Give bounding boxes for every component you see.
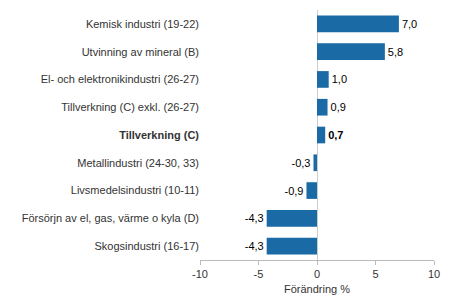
svg-text:-10: -10	[192, 268, 208, 280]
svg-text:0: 0	[314, 268, 320, 280]
svg-text:5,8: 5,8	[388, 46, 403, 58]
svg-text:Metallindustri (24-30, 33): Metallindustri (24-30, 33)	[77, 157, 199, 169]
svg-text:1,0: 1,0	[332, 73, 347, 85]
svg-text:0,7: 0,7	[328, 129, 343, 141]
svg-text:10: 10	[428, 268, 440, 280]
svg-text:-5: -5	[254, 268, 264, 280]
svg-text:7,0: 7,0	[402, 18, 417, 30]
svg-text:Kemisk industri (19-22): Kemisk industri (19-22)	[86, 18, 199, 30]
svg-text:-0,3: -0,3	[292, 157, 311, 169]
svg-text:Tillverkning (C) exkl. (26-27): Tillverkning (C) exkl. (26-27)	[61, 101, 199, 113]
svg-text:Skogsindustri (16-17): Skogsindustri (16-17)	[94, 240, 199, 252]
svg-text:0,9: 0,9	[331, 101, 346, 113]
svg-text:Livsmedelsindustri (10-11): Livsmedelsindustri (10-11)	[71, 184, 199, 196]
svg-text:Förändring %: Förändring %	[284, 283, 350, 295]
svg-text:Utvinning av mineral (B): Utvinning av mineral (B)	[82, 46, 199, 58]
svg-text:-4,3: -4,3	[245, 212, 264, 224]
svg-text:-0,9: -0,9	[285, 185, 304, 197]
svg-text:5: 5	[372, 268, 378, 280]
svg-text:El- och elektronikindustri (26: El- och elektronikindustri (26-27)	[41, 73, 199, 85]
svg-text:Tillverkning (C): Tillverkning (C)	[119, 129, 199, 141]
svg-text:-4,3: -4,3	[245, 240, 264, 252]
svg-text:Försörjn av el, gas, värme o k: Försörjn av el, gas, värme o kyla (D)	[22, 212, 199, 224]
